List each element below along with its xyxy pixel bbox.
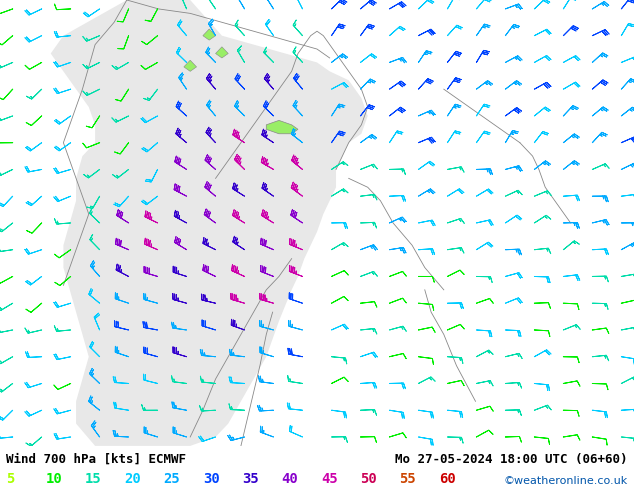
Text: Wind 700 hPa [kts] ECMWF: Wind 700 hPa [kts] ECMWF bbox=[6, 453, 186, 466]
Polygon shape bbox=[203, 29, 216, 40]
Text: 10: 10 bbox=[46, 471, 62, 486]
Text: 20: 20 bbox=[124, 471, 141, 486]
Text: 25: 25 bbox=[164, 471, 180, 486]
Text: 5: 5 bbox=[6, 471, 15, 486]
Polygon shape bbox=[51, 0, 368, 446]
Text: 40: 40 bbox=[281, 471, 298, 486]
Text: 45: 45 bbox=[321, 471, 337, 486]
Text: 55: 55 bbox=[399, 471, 416, 486]
Polygon shape bbox=[216, 47, 228, 58]
Text: 60: 60 bbox=[439, 471, 455, 486]
Text: Mo 27-05-2024 18:00 UTC (06+60): Mo 27-05-2024 18:00 UTC (06+60) bbox=[395, 453, 628, 466]
Text: ©weatheronline.co.uk: ©weatheronline.co.uk bbox=[503, 476, 628, 486]
Text: 50: 50 bbox=[360, 471, 377, 486]
Text: 30: 30 bbox=[203, 471, 219, 486]
Polygon shape bbox=[184, 60, 197, 72]
Polygon shape bbox=[266, 121, 298, 134]
Text: 15: 15 bbox=[85, 471, 101, 486]
Text: 35: 35 bbox=[242, 471, 259, 486]
